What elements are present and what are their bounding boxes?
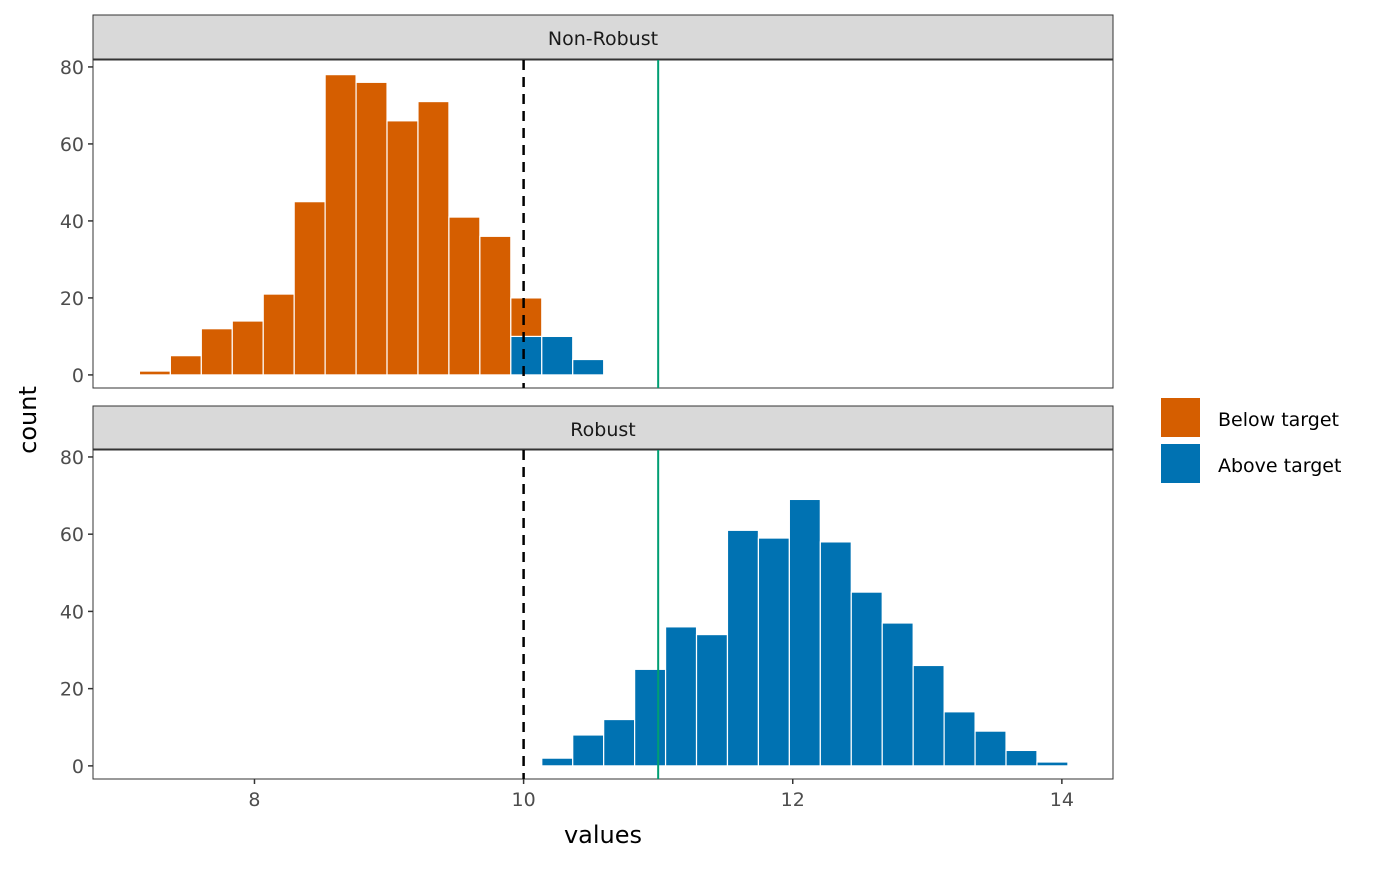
- histogram-bar-above-target: [757, 537, 790, 767]
- histogram-bar-above-target: [541, 757, 574, 767]
- histogram-bar-above-target: [695, 633, 729, 767]
- histogram-bar-above-target: [664, 626, 698, 767]
- x-tick-label: 14: [1050, 789, 1074, 811]
- legend-key-below-target: [1161, 398, 1200, 437]
- y-tick-label: 40: [60, 601, 84, 623]
- histogram-bar-above-target: [850, 591, 883, 767]
- histogram-bar-above-target: [572, 734, 605, 767]
- legend: Below target Above target: [1161, 398, 1341, 483]
- y-tick-label: 80: [60, 447, 84, 469]
- legend-label-above-target: Above target: [1218, 455, 1341, 477]
- x-tick-label: 12: [781, 789, 805, 811]
- y-tick-label: 0: [72, 365, 84, 387]
- y-tick-label: 0: [72, 756, 84, 778]
- histogram-bar-below-target: [293, 201, 326, 376]
- facet-strip-non-robust: [92, 14, 1114, 60]
- y-tick-label: 20: [60, 679, 84, 701]
- y-tick-label: 20: [60, 288, 84, 310]
- y-tick-label: 80: [60, 57, 84, 79]
- histogram-bar-below-target: [510, 297, 543, 338]
- histogram-bar-below-target: [169, 355, 202, 376]
- histogram-bar-below-target: [448, 216, 481, 376]
- histogram-bar-above-target: [912, 664, 945, 767]
- histogram-bar-below-target: [324, 74, 357, 376]
- x-tick-label: 10: [512, 789, 536, 811]
- histogram-bar-above-target: [1036, 761, 1069, 767]
- x-tick-label: 8: [248, 789, 260, 811]
- histogram-bar-above-target: [881, 622, 914, 767]
- histogram-bar-below-target: [417, 100, 450, 376]
- histogram-bar-above-target: [974, 730, 1007, 767]
- facet-title-robust: Robust: [570, 419, 635, 441]
- histogram-bar-below-target: [355, 81, 388, 376]
- legend-label-below-target: Below target: [1218, 409, 1339, 431]
- histogram-bar-above-target: [726, 529, 760, 767]
- histogram-bar-above-target: [634, 668, 667, 767]
- histogram-bar-below-target: [231, 320, 264, 376]
- histogram-bar-above-target: [510, 335, 543, 376]
- facet-title-non-robust: Non-Robust: [548, 28, 658, 50]
- y-axis-label: count: [14, 386, 42, 454]
- histogram-bar-below-target: [262, 293, 295, 376]
- histogram-bar-above-target: [788, 498, 821, 767]
- histogram-bar-above-target: [819, 541, 852, 767]
- histogram-bar-above-target: [943, 711, 976, 767]
- histogram-bar-below-target: [138, 370, 171, 376]
- histogram-bar-above-target: [541, 335, 574, 376]
- histogram-bar-above-target: [572, 358, 605, 376]
- y-tick-label: 60: [60, 524, 84, 546]
- legend-key-above-target: [1161, 444, 1200, 483]
- y-tick-label: 40: [60, 211, 84, 233]
- histogram-bar-above-target: [603, 718, 636, 767]
- y-tick-label: 60: [60, 134, 84, 156]
- histogram-bar-below-target: [479, 235, 512, 376]
- histogram-bar-below-target: [386, 120, 419, 376]
- facet-strip-robust: [92, 405, 1114, 450]
- x-axis-label: values: [564, 821, 642, 849]
- histogram-bar-below-target: [200, 328, 233, 376]
- histogram-bar-above-target: [1005, 749, 1038, 767]
